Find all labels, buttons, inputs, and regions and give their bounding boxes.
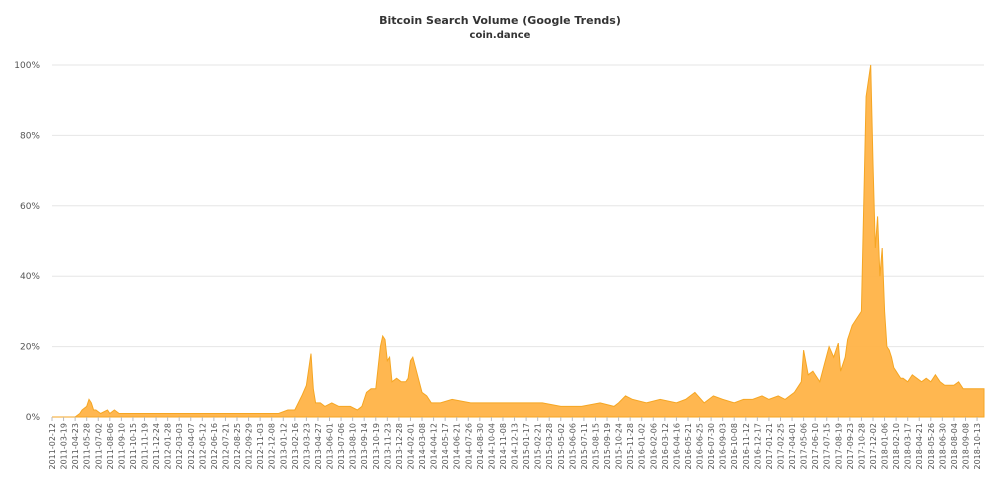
x-tick-label: 2013-11-23 [383, 423, 392, 470]
x-tick-label: 2011-08-06 [106, 423, 115, 470]
x-tick-label: 2018-01-06 [881, 423, 890, 470]
x-tick-label: 2018-08-04 [950, 423, 959, 470]
x-tick-label: 2014-04-12 [430, 423, 439, 470]
x-tick-label: 2014-11-08 [499, 423, 508, 470]
x-tick-label: 2011-11-19 [141, 423, 150, 470]
x-tick-label: 2015-03-28 [545, 423, 554, 470]
x-tick-label: 2016-04-16 [672, 423, 681, 470]
x-tick-label: 2016-03-12 [661, 423, 670, 470]
x-tick-label: 2014-10-04 [487, 423, 496, 470]
x-tick-label: 2015-07-11 [580, 423, 589, 470]
x-tick-label: 2012-07-21 [221, 423, 230, 470]
x-tick-label: 2011-03-19 [60, 423, 69, 470]
x-tick-label: 2012-08-25 [233, 423, 242, 470]
x-tick-label: 2017-12-02 [869, 423, 878, 470]
x-tick-label: 2013-09-14 [360, 423, 369, 470]
x-tick-label: 2014-07-26 [464, 423, 473, 470]
y-tick-label: 20% [20, 343, 40, 353]
x-tick-label: 2015-08-15 [591, 423, 600, 470]
x-tick-label: 2018-10-13 [973, 423, 982, 470]
x-tick-label: 2013-10-19 [372, 423, 381, 470]
search-volume-area [52, 64, 985, 418]
x-tick-label: 2016-01-02 [638, 423, 647, 470]
x-tick-label: 2017-04-01 [788, 423, 797, 470]
x-tick-label: 2017-01-21 [765, 423, 774, 470]
x-tick-label: 2015-09-19 [603, 423, 612, 470]
y-tick-label: 100% [14, 61, 40, 71]
x-tick-label: 2016-10-08 [730, 423, 739, 470]
x-tick-label: 2011-02-12 [48, 423, 57, 470]
x-tick-label: 2012-12-08 [268, 423, 277, 470]
x-axis: 2011-02-12 2011-03-19 2011-04-23 2011-05-28… [48, 417, 982, 470]
x-tick-label: 2018-02-10 [892, 423, 901, 470]
x-tick-label: 2015-11-28 [626, 423, 635, 470]
chart-subtitle: coin.dance [470, 30, 531, 41]
x-tick-label: 2011-07-02 [94, 423, 103, 470]
x-tick-label: 2012-05-12 [198, 423, 207, 470]
x-tick-label: 2016-11-12 [742, 423, 751, 470]
x-tick-label: 2015-06-06 [568, 423, 577, 470]
y-tick-label: 60% [20, 202, 40, 212]
x-tick-label: 2014-08-30 [476, 423, 485, 470]
y-axis: 0% 20% 40% 60% 80% 100% [14, 61, 40, 423]
x-tick-label: 2018-05-26 [927, 423, 936, 470]
x-tick-label: 2012-04-07 [187, 423, 196, 470]
x-tick-label: 2016-05-21 [684, 423, 693, 470]
x-tick-label: 2015-10-24 [615, 423, 624, 470]
x-tick-label: 2011-04-23 [71, 423, 80, 470]
x-tick-label: 2013-12-28 [395, 423, 404, 470]
x-tick-label: 2016-02-06 [649, 423, 658, 470]
x-tick-label: 2017-09-23 [846, 423, 855, 470]
x-tick-label: 2018-03-17 [904, 423, 913, 470]
x-tick-label: 2016-06-25 [696, 423, 705, 470]
y-tick-label: 0% [26, 413, 41, 423]
x-tick-label: 2017-07-15 [823, 423, 832, 470]
x-tick-label: 2015-01-17 [522, 423, 531, 470]
x-tick-label: 2015-02-21 [534, 423, 543, 470]
x-tick-label: 2011-09-10 [117, 423, 126, 470]
x-tick-label: 2017-02-25 [776, 423, 785, 470]
x-tick-label: 2013-08-10 [349, 423, 358, 470]
x-tick-label: 2013-06-01 [326, 423, 335, 470]
x-tick-label: 2011-05-28 [83, 423, 92, 470]
x-tick-label: 2017-05-06 [800, 423, 809, 470]
x-tick-label: 2018-04-21 [915, 423, 924, 470]
x-tick-label: 2015-05-02 [557, 423, 566, 470]
x-tick-label: 2014-03-08 [418, 423, 427, 470]
x-tick-label: 2016-07-30 [707, 423, 716, 470]
x-tick-label: 2014-06-21 [453, 423, 462, 470]
x-tick-label: 2011-10-15 [129, 423, 138, 470]
x-tick-label: 2013-07-06 [337, 423, 346, 470]
x-tick-label: 2018-09-08 [961, 423, 970, 470]
x-tick-label: 2014-12-13 [511, 423, 520, 470]
chart-title: Bitcoin Search Volume (Google Trends) [379, 14, 621, 27]
y-tick-label: 80% [20, 131, 40, 141]
x-tick-label: 2013-02-16 [291, 423, 300, 470]
x-tick-label: 2014-02-01 [406, 423, 415, 470]
x-tick-label: 2011-12-24 [152, 423, 161, 470]
x-tick-label: 2016-09-03 [719, 423, 728, 470]
x-tick-label: 2013-01-12 [279, 423, 288, 470]
x-tick-label: 2014-05-17 [441, 423, 450, 470]
series-area [52, 64, 985, 418]
x-tick-label: 2012-01-28 [164, 423, 173, 470]
x-tick-label: 2017-08-19 [834, 423, 843, 470]
x-tick-label: 2017-10-28 [857, 423, 866, 470]
x-tick-label: 2017-06-10 [811, 423, 820, 470]
x-tick-label: 2012-11-03 [256, 423, 265, 470]
x-tick-label: 2012-03-03 [175, 423, 184, 470]
x-tick-label: 2012-09-29 [245, 423, 254, 470]
x-tick-label: 2018-06-30 [938, 423, 947, 470]
y-tick-label: 40% [20, 272, 40, 282]
x-tick-label: 2012-06-16 [210, 423, 219, 470]
x-tick-label: 2016-12-17 [753, 423, 762, 470]
x-tick-label: 2013-04-27 [314, 423, 323, 470]
x-tick-label: 2013-03-23 [302, 423, 311, 470]
